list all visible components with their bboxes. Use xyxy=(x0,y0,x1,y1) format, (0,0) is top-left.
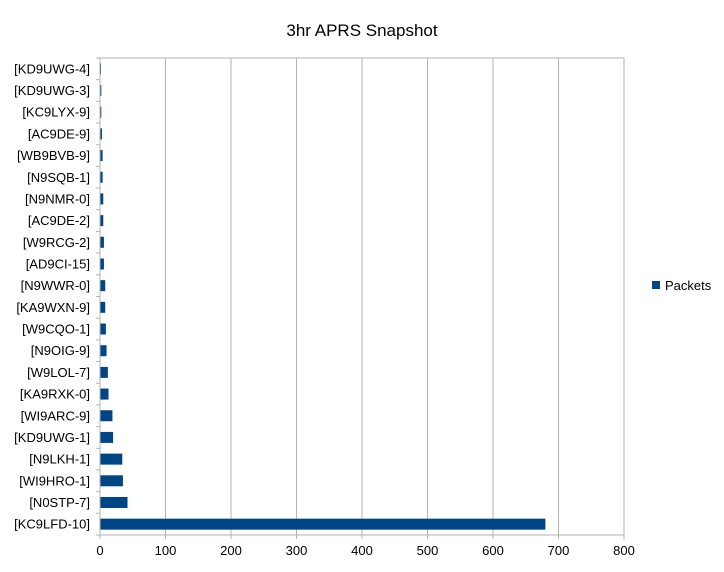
y-tick-label: [KC9LFD-10] xyxy=(14,517,90,532)
y-tick-label: [KA9RXK-0] xyxy=(20,387,90,402)
y-tick-label: [W9CQO-1] xyxy=(22,322,90,337)
bar xyxy=(100,323,106,335)
x-tick-label: 100 xyxy=(155,543,177,558)
y-tick-label: [N9SQB-1] xyxy=(27,170,90,185)
x-tick-label: 200 xyxy=(220,543,242,558)
bar xyxy=(100,258,104,270)
legend-swatch xyxy=(652,281,660,289)
y-tick-label: [KD9UWG-4] xyxy=(14,61,90,76)
legend: Packets xyxy=(652,278,712,293)
y-tick-label: [N0STP-7] xyxy=(29,495,90,510)
bar xyxy=(100,236,104,248)
legend-label: Packets xyxy=(665,278,712,293)
y-tick-label: [N9NMR-0] xyxy=(25,191,90,206)
bar xyxy=(100,475,123,487)
x-tick-label: 600 xyxy=(482,543,504,558)
y-tick-label: [WI9HRO-1] xyxy=(19,473,90,488)
x-tick-label: 0 xyxy=(96,543,103,558)
axis-layer: 0 100 200 300 400 500 600 700 800 [KD9UWG-4] [KD9U… xyxy=(14,57,635,558)
y-tick-label: [WB9BVB-9] xyxy=(17,148,90,163)
y-tick-label: [AC9DE-2] xyxy=(28,213,90,228)
y-tick-label: [WI9ARC-9] xyxy=(21,408,90,423)
bar xyxy=(100,366,108,378)
y-tick-label: [KD9UWG-3] xyxy=(14,83,90,98)
bar xyxy=(100,345,107,357)
y-tick-label: [W9RCG-2] xyxy=(23,235,90,250)
y-tick-label: [N9LKH-1] xyxy=(29,452,90,467)
y-tick-label: [KA9WXN-9] xyxy=(16,300,90,315)
bar xyxy=(100,496,128,508)
x-tick-label: 700 xyxy=(548,543,570,558)
bar xyxy=(100,431,114,443)
chart-title: 3hr APRS Snapshot xyxy=(286,21,437,40)
bar xyxy=(100,518,546,530)
x-tick-label: 800 xyxy=(613,543,635,558)
bar xyxy=(100,85,102,97)
x-tick-label: 400 xyxy=(351,543,373,558)
bar xyxy=(100,215,104,227)
bar xyxy=(100,280,106,292)
y-tick-label: [N9WWR-0] xyxy=(21,278,90,293)
bar xyxy=(100,388,109,400)
x-tick-label: 300 xyxy=(286,543,308,558)
bar xyxy=(100,410,113,422)
y-tick-label: [AC9DE-9] xyxy=(28,126,90,141)
y-tick-label: [AD9CI-15] xyxy=(26,256,90,271)
bar xyxy=(100,106,102,118)
bar xyxy=(100,150,103,162)
grid-layer xyxy=(99,57,625,536)
bar xyxy=(100,171,103,183)
y-tick-label: [KD9UWG-1] xyxy=(14,430,90,445)
bar xyxy=(100,301,106,313)
bar xyxy=(100,193,104,205)
bar xyxy=(100,453,123,465)
x-tick-label: 500 xyxy=(417,543,439,558)
bar xyxy=(100,128,102,140)
y-tick-label: [KC9LYX-9] xyxy=(22,105,90,120)
y-tick-label: [N9OIG-9] xyxy=(31,343,90,358)
y-tick-label: [W9LOL-7] xyxy=(27,365,90,380)
